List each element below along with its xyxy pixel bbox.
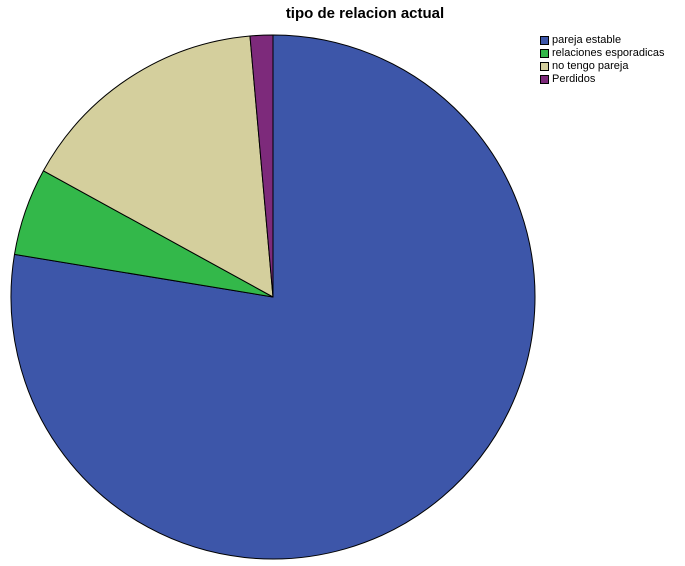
legend-swatch-perdidos <box>540 75 549 84</box>
legend-item-perdidos: Perdidos <box>540 73 665 86</box>
legend-label: pareja estable <box>552 34 622 46</box>
legend-label: relaciones esporadicas <box>552 47 665 59</box>
legend-swatch-pareja-estable <box>540 36 549 45</box>
legend-item-relaciones-esporadicas: relaciones esporadicas <box>540 47 665 60</box>
legend: pareja estable relaciones esporadicas no… <box>540 34 665 86</box>
pie-slice-perdidos <box>249 34 274 298</box>
legend-item-no-tengo-pareja: no tengo pareja <box>540 60 665 73</box>
legend-item-pareja-estable: pareja estable <box>540 34 665 47</box>
pie-slice-pareja-estable <box>10 34 536 560</box>
legend-swatch-relaciones-esporadicas <box>540 49 549 58</box>
legend-swatch-no-tengo-pareja <box>540 62 549 71</box>
legend-label: no tengo pareja <box>552 60 629 72</box>
pie-slice-no-tengo-pareja <box>42 35 274 298</box>
legend-label: Perdidos <box>552 73 596 85</box>
pie-slices <box>10 34 536 560</box>
chart-title: tipo de relacion actual <box>285 5 445 22</box>
